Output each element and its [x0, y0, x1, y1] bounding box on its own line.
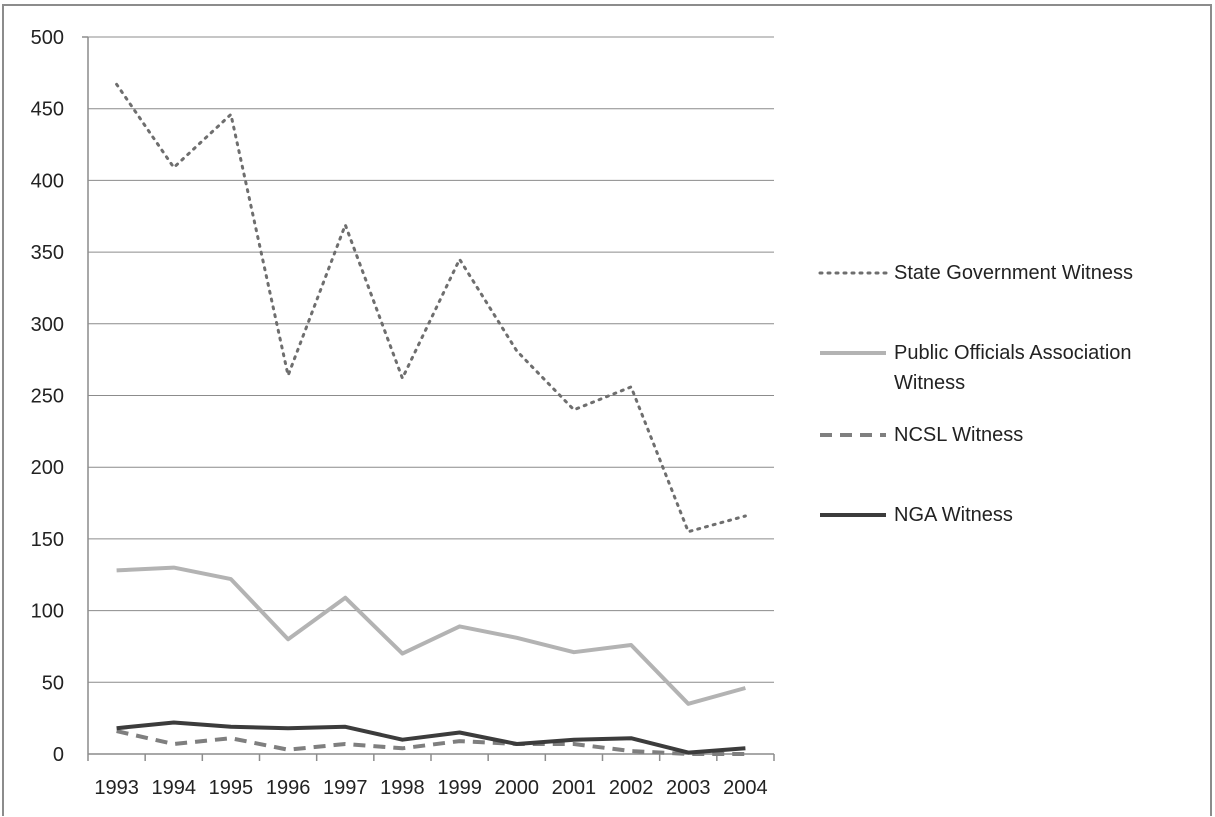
- x-tick-label: 1996: [266, 777, 311, 799]
- legend-swatch: [820, 513, 886, 517]
- y-tick-label: 400: [31, 170, 64, 192]
- y-tick-label: 450: [31, 99, 64, 121]
- y-tick-label: 0: [53, 744, 64, 766]
- legend-swatch: [818, 271, 888, 275]
- y-tick-label: 250: [31, 386, 64, 408]
- legend-item: NCSL Witness: [818, 420, 1199, 450]
- legend-item: Public Officials Association Witness: [818, 338, 1199, 398]
- axes: [82, 36, 775, 761]
- x-tick-label: 1997: [323, 777, 368, 799]
- y-tick-label: 500: [31, 27, 64, 49]
- legend-label: State Government Witness: [894, 262, 1133, 284]
- series-line-1: [116, 565, 746, 706]
- x-tick-label: 2000: [495, 777, 540, 799]
- legend-swatch: [820, 351, 886, 355]
- y-tick-label: 200: [31, 457, 64, 479]
- legend-label: Public Officials Association Witness: [894, 342, 1132, 394]
- x-tick-label: 2001: [552, 777, 597, 799]
- x-tick-label: 2002: [609, 777, 654, 799]
- y-tick-label: 150: [31, 529, 64, 551]
- tick-labels: 0 50 100 150 200 250 300 350 400 450 500 1993 1994 19…: [31, 27, 768, 799]
- y-tick-label: 50: [42, 672, 64, 694]
- series-line-2: [116, 729, 746, 756]
- x-tick-label: 1995: [209, 777, 254, 799]
- chart-frame: [2, 4, 1212, 816]
- x-tick-label: 2004: [723, 777, 768, 799]
- y-tick-label: 100: [31, 601, 64, 623]
- series-line-3: [116, 720, 746, 755]
- legend-label: NCSL Witness: [894, 424, 1024, 446]
- legend-swatch: [820, 433, 886, 437]
- x-tick-label: 1998: [380, 777, 425, 799]
- x-tick-label: 2003: [666, 777, 711, 799]
- y-tick-label: 350: [31, 242, 64, 264]
- x-tick-label: 1999: [437, 777, 482, 799]
- series-lines: [115, 82, 747, 756]
- gridlines: [88, 36, 774, 683]
- legend-label: NGA Witness: [894, 504, 1013, 526]
- y-tick-label: 300: [31, 314, 64, 336]
- x-tick-label: 1994: [152, 777, 197, 799]
- legend-item: NGA Witness: [818, 500, 1199, 530]
- x-tick-label: 1993: [94, 777, 139, 799]
- series-line-0: [115, 82, 747, 534]
- legend-item: State Government Witness: [818, 258, 1199, 288]
